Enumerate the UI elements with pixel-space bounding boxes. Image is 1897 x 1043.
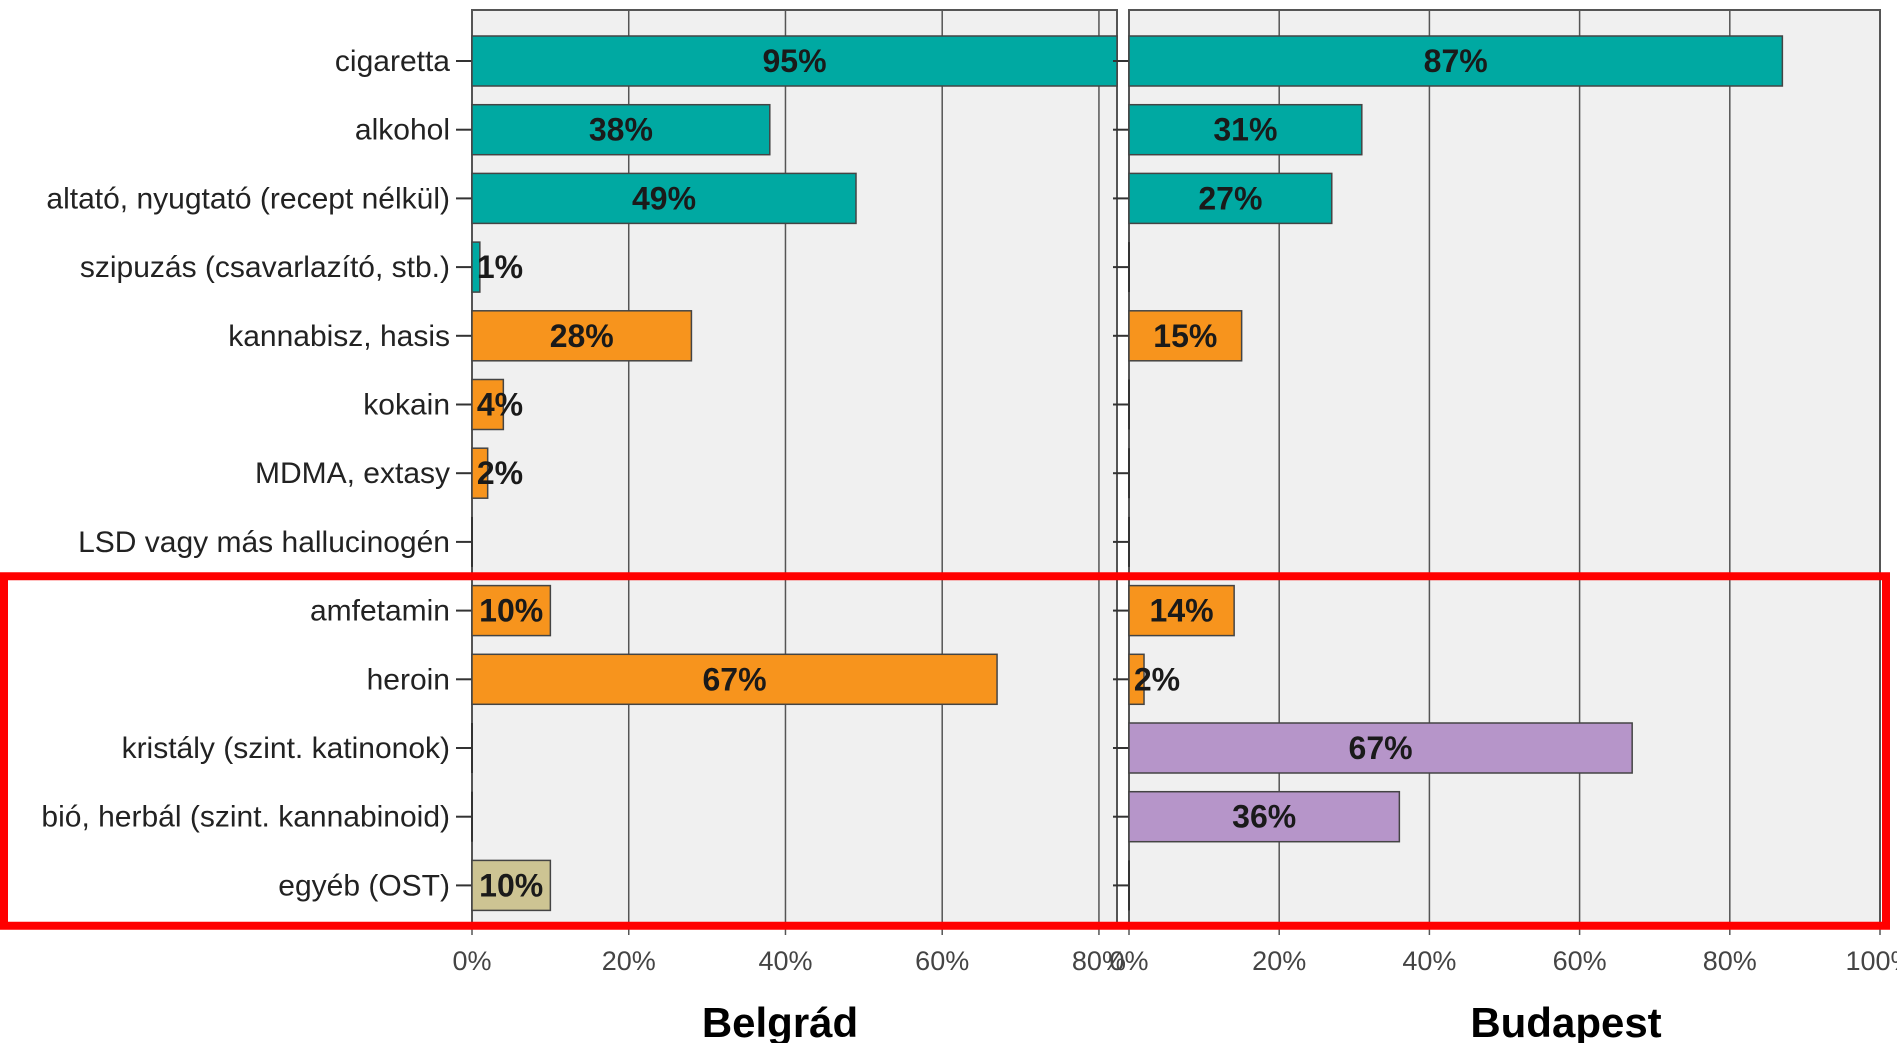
category-label: kannabisz, hasis — [228, 320, 450, 353]
bar-value-label: 14% — [1150, 593, 1214, 629]
bar — [471, 378, 505, 431]
category-label: LSD vagy más hallucinogén — [78, 526, 450, 559]
bar-value-label: 10% — [479, 867, 543, 903]
category-label: kristály (szint. katinonok) — [122, 732, 450, 765]
bar-value-label: 67% — [1349, 730, 1413, 766]
panel-budapest: 0% 20% 40% 60% 80% 100% 87% 31% 27% 15% 14% 2% 67% 36… — [1109, 9, 1897, 976]
bar — [471, 447, 489, 499]
bar — [471, 103, 771, 156]
x-tick-label: 40% — [758, 946, 812, 976]
bar-value-label: 28% — [550, 318, 614, 354]
x-tick-label: 100% — [1845, 946, 1897, 976]
bar — [471, 35, 1118, 87]
bar-value-label: 10% — [479, 593, 543, 629]
panel-title-budapest: Budapest — [1470, 999, 1661, 1043]
bar-value-label: 1% — [477, 249, 523, 285]
x-tick-label: 20% — [602, 946, 656, 976]
bar-value-label: 4% — [477, 387, 523, 423]
bar-value-label: 27% — [1198, 180, 1262, 216]
bar — [1128, 584, 1235, 637]
category-axis: cigaretta alkohol altató, nyugtató (recept… — [41, 45, 450, 902]
bar — [471, 241, 481, 293]
panel-belgrad: 0% 20% 40% 60% 80% 95% 38% 49% 1% 28% 4% 2% 10% 67% 10… — [452, 9, 1126, 976]
category-label: kokain — [363, 389, 450, 422]
bar-value-label: 31% — [1213, 112, 1277, 148]
bar-value-label: 95% — [762, 43, 826, 79]
bar-value-label: 15% — [1153, 318, 1217, 354]
bar-value-label: 36% — [1232, 799, 1296, 835]
bar — [1128, 653, 1145, 706]
x-tick-label: 20% — [1252, 946, 1306, 976]
category-label: bió, herbál (szint. kannabinoid) — [41, 801, 450, 834]
x-tick-label: 60% — [915, 946, 969, 976]
panel-title-belgrad: Belgrád — [702, 999, 858, 1043]
x-tick-label: 60% — [1553, 946, 1607, 976]
bar — [1128, 722, 1633, 774]
category-label: MDMA, extasy — [255, 457, 450, 490]
bar — [471, 859, 552, 912]
x-tick-label: 0% — [1109, 946, 1148, 976]
category-label: szipuzás (csavarlazító, stb.) — [80, 251, 450, 284]
bar — [1128, 172, 1333, 225]
bar-value-label: 38% — [589, 112, 653, 148]
category-label: alkohol — [355, 114, 450, 147]
category-label: egyéb (OST) — [278, 869, 450, 902]
category-label: altató, nyugtató (recept nélkül) — [46, 182, 450, 215]
bar — [1128, 103, 1363, 156]
x-tick-label: 80% — [1703, 946, 1757, 976]
bar-value-label: 87% — [1424, 43, 1488, 79]
highlight-box — [0, 572, 1890, 930]
bar — [1128, 310, 1243, 362]
bar — [471, 310, 693, 362]
plot-area — [471, 9, 1118, 926]
category-label: heroin — [367, 663, 450, 696]
bar — [1128, 35, 1784, 87]
x-tick-label: 40% — [1402, 946, 1456, 976]
bar — [471, 584, 552, 637]
x-tick-label: 0% — [452, 946, 491, 976]
category-label: amfetamin — [310, 595, 450, 628]
bar — [471, 172, 857, 225]
category-label: cigaretta — [335, 45, 450, 78]
bar — [1128, 790, 1401, 843]
bar-value-label: 67% — [703, 661, 767, 697]
bar — [471, 653, 998, 706]
bar-value-label: 49% — [632, 180, 696, 216]
bar-value-label: 2% — [1134, 661, 1180, 697]
bar-value-label: 2% — [477, 455, 523, 491]
x-tick-label: 80% — [1072, 946, 1126, 976]
